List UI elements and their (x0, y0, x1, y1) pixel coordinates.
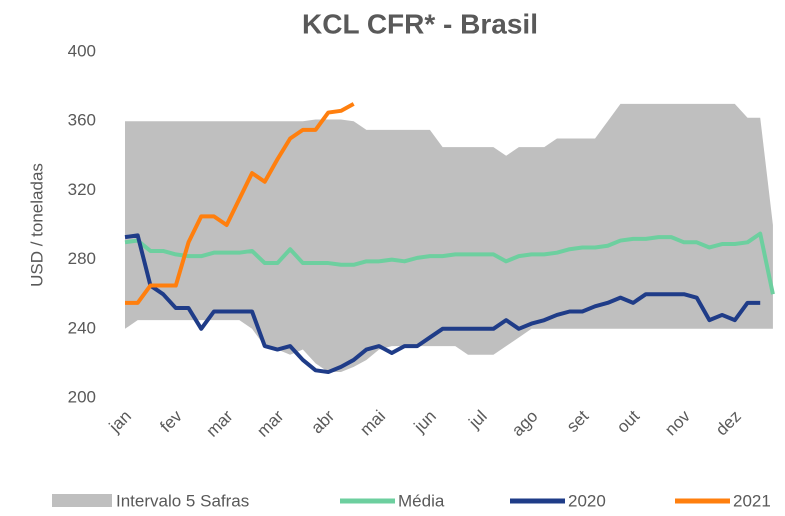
x-tick-label: jun (410, 407, 440, 437)
x-tick-label: jan (105, 407, 135, 437)
y-tick-label: 280 (68, 249, 96, 268)
y-tick-label: 200 (68, 387, 96, 406)
x-tick-label: fev (156, 406, 186, 436)
legend-label: 2021 (733, 491, 771, 510)
x-tick-label: ago (508, 407, 541, 440)
x-tick-label: set (563, 406, 593, 436)
x-tick-label: out (613, 406, 643, 436)
y-tick-label: 320 (68, 180, 96, 199)
x-tick-label: mar (253, 406, 287, 440)
x-tick-label: mar (202, 406, 236, 440)
x-tick-label: dez (712, 407, 745, 440)
x-tick-label: mai (356, 407, 389, 440)
line (125, 102, 355, 305)
x-tick-label: abr (307, 406, 338, 437)
chart-title: KCL CFR* - Brasil (302, 8, 538, 39)
line (124, 233, 761, 375)
legend-swatch (52, 494, 112, 507)
line (124, 231, 775, 295)
x-tick-label: jul (465, 407, 491, 433)
legend-label: 2020 (568, 491, 606, 510)
y-axis-label: USD / toneladas (27, 163, 46, 287)
x-tick-label: nov (661, 406, 694, 439)
y-tick-label: 400 (68, 41, 96, 60)
legend-label: Intervalo 5 Safras (116, 491, 249, 510)
y-tick-label: 240 (68, 318, 96, 337)
range-area (125, 103, 773, 373)
legend-label: Média (398, 491, 445, 510)
y-tick-label: 360 (68, 111, 96, 130)
